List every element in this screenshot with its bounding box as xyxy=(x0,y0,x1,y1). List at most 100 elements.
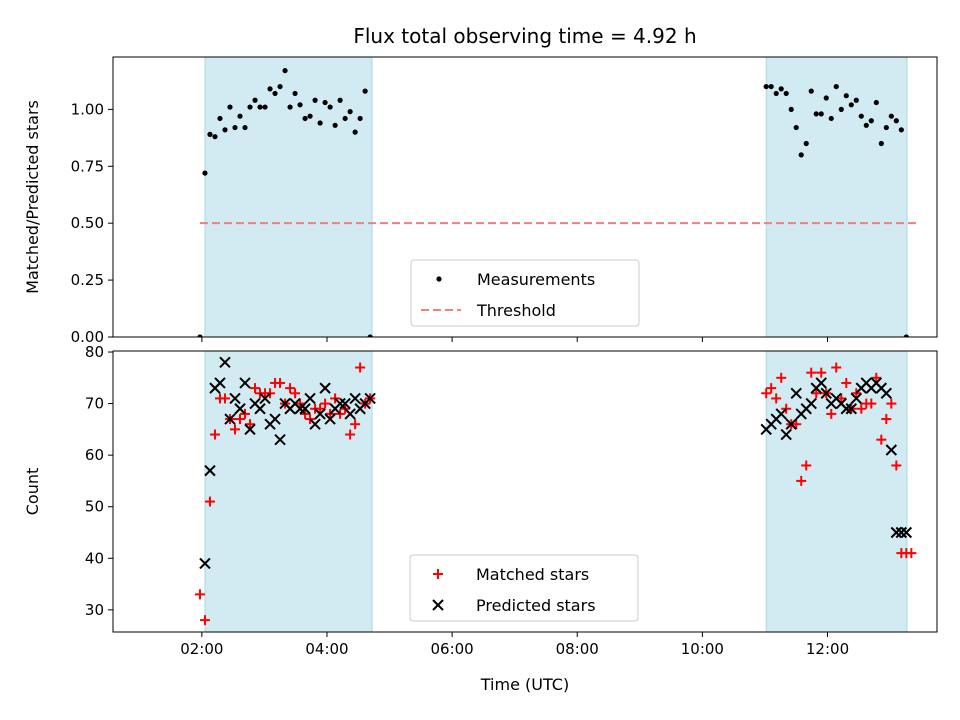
measurement-point xyxy=(197,334,203,337)
predicted-stars-point xyxy=(785,418,797,430)
matched-stars-point xyxy=(841,377,852,388)
axes-frame xyxy=(112,350,938,633)
matched-stars-point xyxy=(831,362,842,373)
x-b xyxy=(880,387,893,399)
measurement-point xyxy=(903,334,909,337)
x-tick-label: 04:00 xyxy=(305,640,348,658)
y-tick-label: 30 xyxy=(85,601,104,619)
legend-label: Measurements xyxy=(477,270,595,289)
predicted-stars-point xyxy=(244,423,256,436)
predicted-stars-point xyxy=(309,418,321,430)
matched-stars-point xyxy=(350,419,361,430)
x-b xyxy=(274,433,286,446)
x-b xyxy=(845,403,857,415)
predicted-stars-point xyxy=(820,387,832,399)
y-tick-label: 1.00 xyxy=(71,100,104,118)
matched-stars-point xyxy=(891,460,902,471)
x-b xyxy=(790,387,802,399)
measurement-point xyxy=(267,86,273,92)
predicted-stars-point xyxy=(344,408,356,420)
predicted-stars-point xyxy=(239,377,251,389)
predicted-stars-point xyxy=(314,408,326,420)
matched-stars-point xyxy=(826,408,837,419)
matched-stars-point xyxy=(285,383,296,394)
x-b xyxy=(334,397,346,410)
predicted-stars-point xyxy=(269,413,281,425)
measurement-point xyxy=(893,118,899,124)
x-b xyxy=(364,392,376,405)
predicted-stars-point xyxy=(895,526,908,539)
predicted-stars-point xyxy=(790,387,802,399)
measurement-point xyxy=(312,97,318,103)
measurement-point xyxy=(878,140,884,147)
measurement-point xyxy=(833,83,839,90)
x-b xyxy=(339,397,351,410)
measurement-point xyxy=(778,86,784,92)
legend-label: Predicted stars xyxy=(476,596,596,615)
x-b xyxy=(219,356,231,369)
measurement-point xyxy=(317,120,323,126)
measurement-point xyxy=(838,106,844,112)
predicted-stars-point xyxy=(294,403,306,415)
predicted-stars-point xyxy=(299,403,311,415)
observing-window-band xyxy=(765,56,908,338)
matched-stars-point xyxy=(761,388,772,399)
measurement-point xyxy=(202,170,208,176)
x-b xyxy=(224,413,236,425)
matched-stars-point xyxy=(796,475,807,486)
predicted-stars-point xyxy=(234,403,246,415)
matched-stars-point xyxy=(791,419,802,430)
measurement-point xyxy=(282,68,288,74)
predicted-stars-point xyxy=(274,433,286,446)
legend: Measurements Threshold xyxy=(410,259,640,327)
matched-stars-point xyxy=(325,408,336,419)
measurement-point xyxy=(848,102,854,108)
matched-stars-point xyxy=(836,393,847,404)
matched-stars-point xyxy=(305,414,316,425)
predicted-stars-point xyxy=(229,392,241,405)
x-axis-label: Time (UTC) xyxy=(480,675,569,694)
measurement-point xyxy=(768,83,774,90)
y-tick-label: 70 xyxy=(85,395,104,413)
measurement-point xyxy=(858,113,864,119)
predicted-stars-point xyxy=(254,403,266,415)
matched-stars-point xyxy=(230,424,241,435)
matched-stars-point xyxy=(240,408,251,419)
x-b xyxy=(319,382,331,394)
measurement-point xyxy=(843,93,849,99)
x-tick-label: 08:00 xyxy=(556,640,599,658)
x-b xyxy=(254,403,266,415)
measurement-point xyxy=(252,97,258,103)
measurement-point xyxy=(813,111,819,117)
matched-stars-point xyxy=(771,393,782,404)
matched-stars-point xyxy=(906,548,917,559)
measurement-point xyxy=(914,0,919,3)
predicted-stars-point xyxy=(304,392,316,405)
matched-stars-point xyxy=(881,414,892,425)
predicted-stars-point xyxy=(199,557,211,570)
matched-stars-point xyxy=(345,429,356,440)
y-axis-label: Count xyxy=(23,468,42,516)
measurement-point xyxy=(873,99,879,106)
predicted-stars-point xyxy=(805,397,817,410)
x-b xyxy=(875,382,888,394)
predicted-stars-point xyxy=(259,392,271,405)
measurement-point xyxy=(898,127,904,133)
axes-frame xyxy=(112,56,938,338)
measurement-point xyxy=(302,115,308,122)
predicted-stars-point xyxy=(775,408,787,420)
matched-stars-point xyxy=(194,589,205,600)
predicted-stars-point xyxy=(364,392,376,405)
predicted-stars-point xyxy=(885,444,898,456)
x-tick-label: 06:00 xyxy=(430,640,473,658)
x-b xyxy=(289,397,301,410)
measurement-point xyxy=(823,95,829,101)
legend-box xyxy=(409,554,639,622)
matched-stars-point xyxy=(245,419,256,430)
measurement-point xyxy=(798,152,804,158)
predicted-stars-point xyxy=(880,387,893,399)
measurement-point xyxy=(307,113,313,119)
data-layer xyxy=(194,356,917,626)
x-b xyxy=(244,423,256,436)
